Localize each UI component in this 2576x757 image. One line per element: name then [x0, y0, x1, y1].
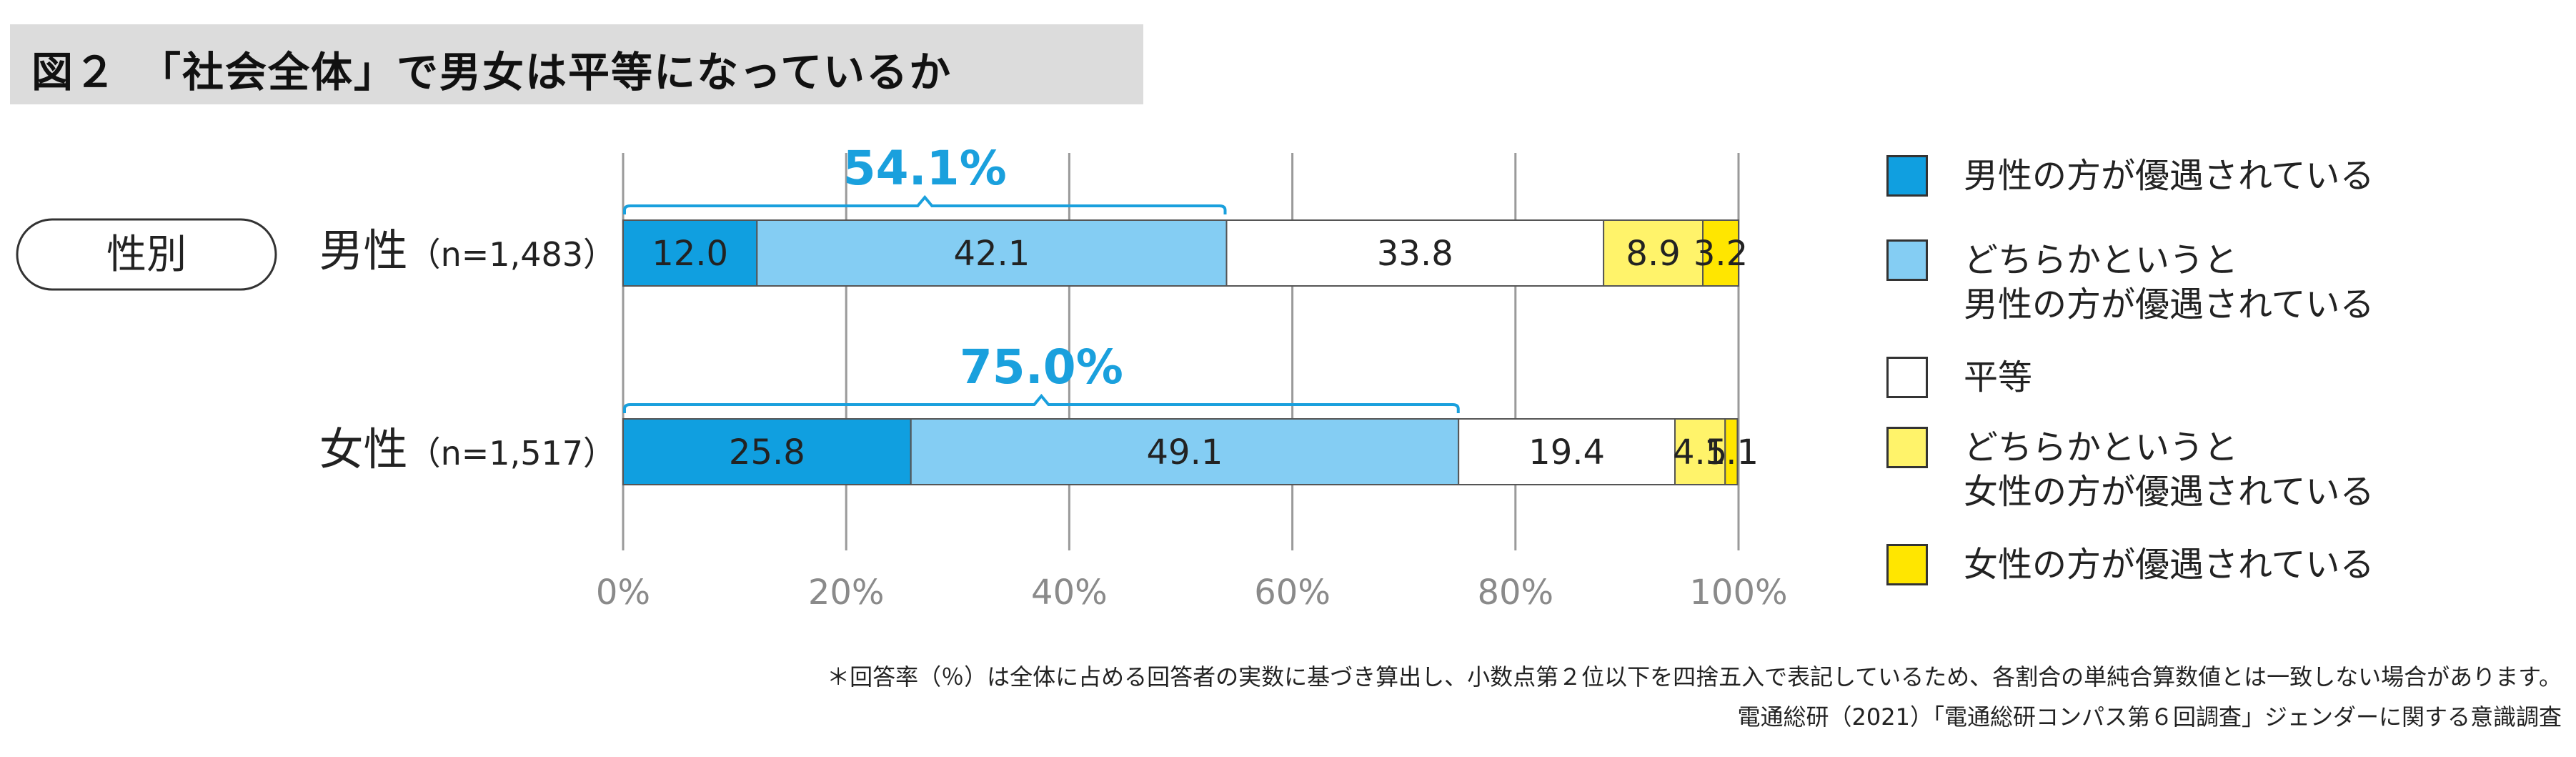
data-label: 3.2	[1694, 234, 1748, 274]
data-label: 42.1	[953, 234, 1030, 274]
x-tick-label: 0%	[596, 573, 650, 613]
title-bar: 図２ 「社会全体」で男女は平等になっているか	[10, 24, 1143, 104]
grid-lines	[622, 153, 1740, 550]
bars: 12.0 42.1 33.8 8.9 3.2 25.8 49.1 19.4 4.51.1	[622, 219, 1759, 485]
data-label: 25.8	[729, 432, 805, 472]
x-axis-ticks: 0% 20% 40% 60% 80% 100%	[596, 573, 1788, 613]
legend-label: どちらかというと 女性の方が優遇されている	[1964, 427, 2374, 512]
bar-segment	[910, 418, 1460, 485]
chart-title: 図２ 「社会全体」で男女は平等になっているか	[31, 48, 953, 97]
annotation-label: 75.0%	[960, 340, 1123, 395]
legend-item: 平等	[1886, 355, 2032, 400]
legend-item: どちらかというと 女性の方が優遇されている	[1886, 425, 2374, 514]
bar-segment	[1702, 219, 1740, 287]
data-label: 12.0	[652, 234, 728, 274]
legend-swatch	[1886, 155, 1928, 197]
legend-label: 男性の方が優遇されている	[1964, 156, 2374, 196]
group-label-box: 性別	[16, 218, 277, 291]
data-label: 8.9	[1626, 234, 1680, 274]
footnote-source: 電通総研（2021）「電通総研コンパス第６回調査」ジェンダーに関する意識調査	[1737, 703, 2562, 731]
bracket	[623, 393, 1460, 413]
x-tick-label: 100%	[1689, 573, 1787, 613]
legend-label: どちらかというと 男性の方が優遇されている	[1964, 240, 2374, 325]
data-label: 49.1	[1147, 432, 1223, 472]
legend-swatch	[1886, 427, 1928, 468]
bar-segment	[1225, 219, 1605, 287]
bar-segment	[622, 219, 758, 287]
data-label: 33.8	[1377, 234, 1453, 274]
legend-swatch	[1886, 544, 1928, 585]
category-label: 女性（n=1,517）	[319, 423, 616, 475]
legend-label: 女性の方が優遇されている	[1964, 545, 2374, 585]
data-label: 1.1	[1704, 432, 1759, 472]
x-tick-label: 20%	[808, 573, 885, 613]
bar-segment	[1603, 219, 1704, 287]
x-tick-label: 60%	[1254, 573, 1331, 613]
data-label: 19.4	[1528, 432, 1605, 472]
footnote-note: ＊回答率（％）は全体に占める回答者の実数に基づき算出し、小数点第２位以下を四捨五…	[827, 663, 2562, 691]
legend-swatch	[1886, 239, 1928, 281]
bar-segment	[1674, 418, 1726, 485]
legend-label: 平等	[1964, 357, 2033, 397]
legend-item: 男性の方が優遇されている	[1886, 154, 2374, 198]
bar-segment	[756, 219, 1228, 287]
data-label: 4.5	[1673, 432, 1727, 472]
x-tick-label: 80%	[1477, 573, 1553, 613]
bracket	[623, 194, 1227, 214]
x-tick-label: 40%	[1031, 573, 1108, 613]
legend-item: どちらかというと 男性の方が優遇されている	[1886, 238, 2374, 327]
group-label-outline	[16, 218, 277, 291]
bar-segment	[1724, 418, 1739, 485]
bar-segment	[622, 418, 912, 485]
annotation-label: 54.1%	[843, 141, 1007, 196]
legend-item: 女性の方が優遇されている	[1886, 543, 2374, 587]
annotations: 54.1% 75.0%	[623, 141, 1460, 413]
legend-swatch	[1886, 357, 1928, 398]
category-labels: 男性（n=1,483） 女性（n=1,517）	[319, 224, 616, 475]
category-label: 男性（n=1,483）	[319, 224, 616, 277]
group-label: 性別	[106, 232, 187, 278]
